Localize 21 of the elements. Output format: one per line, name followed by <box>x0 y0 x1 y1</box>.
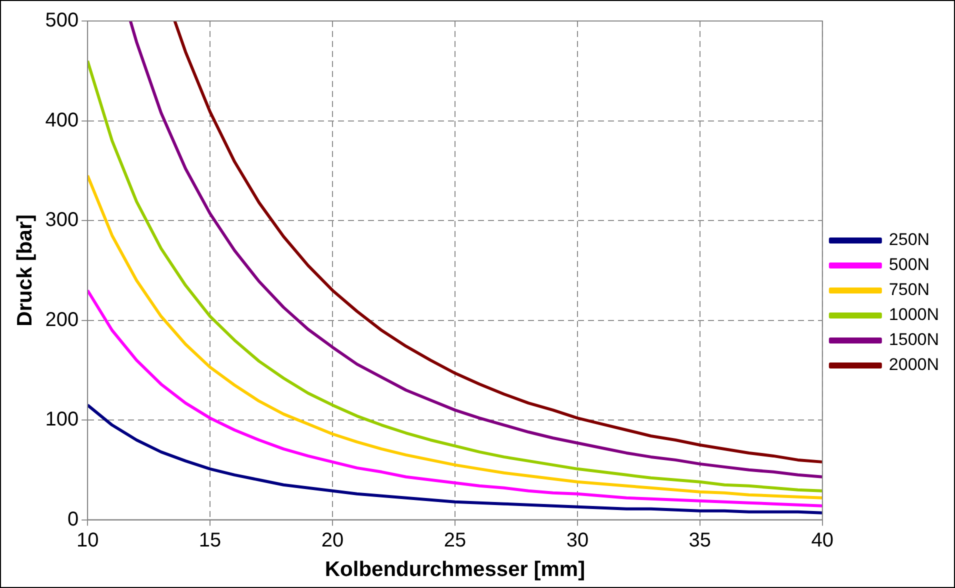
legend-label: 2000N <box>888 355 940 374</box>
legend-label: 750N <box>888 280 930 300</box>
y-tick-label: 400 <box>45 109 79 132</box>
legend-label: 250N <box>888 230 930 250</box>
y-axis-title: Druck [bar] <box>13 214 36 326</box>
x-tick-label: 25 <box>444 529 466 552</box>
x-tick-label: 35 <box>688 529 712 552</box>
y-tick-label: 500 <box>45 10 79 32</box>
x-tick-label: 40 <box>811 529 834 552</box>
x-tick-label: 30 <box>566 529 589 552</box>
x-tick-label: 10 <box>76 529 99 552</box>
y-tick-label: 300 <box>45 209 79 232</box>
y-tick-label: 100 <box>45 408 79 431</box>
legend-label: 500N <box>888 255 930 274</box>
x-axis-title: Kolbendurchmesser [mm] <box>324 558 586 582</box>
legend-label: 1500N <box>888 330 940 350</box>
legend-label: 1000N <box>888 305 940 324</box>
x-tick-label: 20 <box>321 529 344 552</box>
x-tick-label: 15 <box>198 529 222 552</box>
y-tick-label: 200 <box>45 308 79 331</box>
y-tick-label: 0 <box>67 508 79 530</box>
